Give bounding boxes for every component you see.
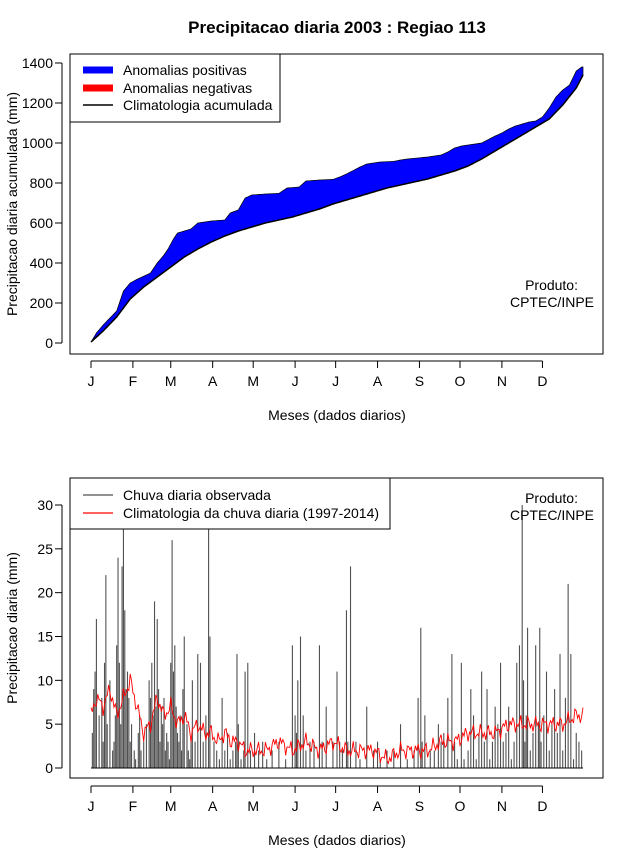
cumulative-chart: 0 200 400 600 800 1000 1200 1400 J F M A M J J A S O N D M… bbox=[4, 53, 604, 423]
y-axis-label-bottom: Precipitacao diaria (mm) bbox=[4, 552, 20, 704]
bottom-y-tick-label: 10 bbox=[37, 672, 53, 688]
bottom-x-tick-label: J bbox=[292, 798, 299, 814]
top-x-tick-label: J bbox=[332, 373, 339, 389]
legend-label-negative: Anomalias negativas bbox=[123, 80, 252, 96]
top-x-tick-label: J bbox=[88, 373, 95, 389]
legend-label-positive: Anomalias positivas bbox=[123, 62, 247, 78]
bottom-x-tick-label: F bbox=[129, 798, 138, 814]
top-x-tick-label: M bbox=[165, 373, 177, 389]
legend-top: Anomalias positivas Anomalias negativas … bbox=[69, 53, 281, 123]
legend-box-bottom bbox=[69, 477, 391, 530]
top-x-tick-label: N bbox=[497, 373, 507, 389]
bottom-x-tick-label: S bbox=[415, 798, 424, 814]
product-source-bottom: CPTEC/INPE bbox=[510, 507, 594, 523]
bottom-y-tick-label: 15 bbox=[37, 629, 53, 645]
legend-bottom: Chuva diaria observada Climatologia da c… bbox=[69, 477, 391, 530]
product-label-bottom: Produto: bbox=[525, 490, 578, 506]
x-axis-label-bottom: Meses (dados diarios) bbox=[268, 832, 406, 848]
legend-label-climatology-daily: Climatologia da chuva diaria (1997-2014) bbox=[123, 505, 379, 521]
observed-rain-bars bbox=[91, 505, 583, 768]
bottom-x-tick-label: A bbox=[373, 798, 383, 814]
bottom-x-tick-label: J bbox=[332, 798, 339, 814]
top-y-tick-label: 400 bbox=[30, 255, 54, 271]
legend-label-observed: Chuva diaria observada bbox=[123, 487, 271, 503]
bottom-x-tick-label: J bbox=[88, 798, 95, 814]
top-y-tick-label: 800 bbox=[30, 175, 54, 191]
top-x-tick-label: A bbox=[208, 373, 218, 389]
product-source-top: CPTEC/INPE bbox=[510, 294, 594, 310]
bottom-x-tick-label: M bbox=[247, 798, 259, 814]
bottom-x-tick-label: D bbox=[537, 798, 547, 814]
top-y-tick-label: 600 bbox=[30, 215, 54, 231]
top-y-tick-label: 1400 bbox=[22, 55, 53, 71]
y-axis-top: 0 200 400 600 800 1000 1200 1400 bbox=[22, 55, 63, 351]
bottom-y-tick-label: 30 bbox=[37, 497, 53, 513]
top-x-tick-label: S bbox=[415, 373, 424, 389]
top-x-tick-label: J bbox=[292, 373, 299, 389]
bottom-x-tick-label: A bbox=[208, 798, 218, 814]
bottom-y-tick-label: 25 bbox=[37, 541, 53, 557]
bottom-x-tick-label: M bbox=[165, 798, 177, 814]
product-label-top: Produto: bbox=[525, 277, 578, 293]
top-x-tick-label: M bbox=[247, 373, 259, 389]
plot-frame-top bbox=[69, 53, 604, 355]
top-x-tick-label: F bbox=[129, 373, 138, 389]
x-axis-label-top: Meses (dados diarios) bbox=[268, 407, 406, 423]
daily-chart: 0 5 10 15 20 25 30 J F M A M J J A S O N D Meses (dados d… bbox=[4, 477, 604, 848]
y-axis-bottom: 0 5 10 15 20 25 30 bbox=[37, 497, 63, 776]
y-axis-label-top: Precipitacao diaria acumulada (mm) bbox=[4, 92, 20, 316]
top-x-tick-label: D bbox=[537, 373, 547, 389]
top-y-tick-label: 200 bbox=[30, 295, 54, 311]
bottom-x-tick-label: N bbox=[497, 798, 507, 814]
climatology-cumulative-line bbox=[90, 74, 584, 343]
bottom-y-tick-label: 5 bbox=[45, 716, 53, 732]
chart-title: Precipitacao diaria 2003 : Regiao 113 bbox=[188, 18, 486, 37]
bottom-y-tick-label: 20 bbox=[37, 585, 53, 601]
top-x-tick-label: A bbox=[373, 373, 383, 389]
bottom-x-tick-label: O bbox=[455, 798, 466, 814]
top-x-tick-label: O bbox=[455, 373, 466, 389]
top-y-tick-label: 0 bbox=[45, 335, 53, 351]
climatology-daily-line bbox=[90, 673, 584, 765]
legend-label-climatology: Climatologia acumulada bbox=[123, 97, 273, 113]
top-y-tick-label: 1200 bbox=[22, 95, 53, 111]
top-y-tick-label: 1000 bbox=[22, 135, 53, 151]
bottom-y-tick-label: 0 bbox=[45, 760, 53, 776]
